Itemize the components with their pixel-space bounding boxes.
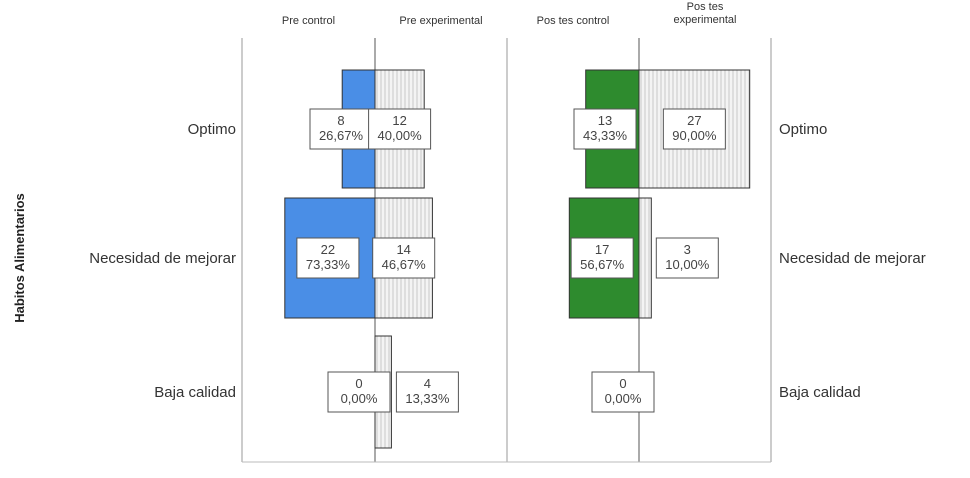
data-label-control-post-panel-left-2: 0 0,00% [327, 371, 391, 413]
data-label-post-panel-left-2-text: 0 0,00% [605, 376, 642, 406]
data-label-control-post-panel-left-1: 22 73,33% [296, 237, 360, 279]
category-label-left: Necesidad de mejorar [89, 250, 236, 267]
data-label-post-panel-left-0: 13 43,33% [573, 108, 637, 150]
header-control-post-panel-left: Pre control [282, 15, 335, 27]
data-label-control-post-panel-right-1: 14 46,67% [372, 237, 436, 279]
category-label-left: Optimo [188, 121, 236, 138]
data-label-control-post-panel-left-2-box [327, 371, 391, 413]
data-label-post-panel-left-0-box [573, 108, 637, 150]
data-label-control-post-panel-right-0: 12 40,00% [368, 108, 432, 150]
data-label-control-post-panel-left-1-text: 22 73,33% [306, 242, 351, 272]
data-label-post-panel-left-1: 17 56,67% [570, 237, 634, 279]
header-post-panel-right: Pos tes experimental [674, 1, 737, 26]
data-label-post-panel-left-2: 0 0,00% [591, 371, 655, 413]
category-label-left: Baja calidad [154, 384, 236, 401]
data-label-control-post-panel-right-0-text: 12 40,00% [378, 113, 423, 143]
y-axis-title: Habitos Alimentarios [12, 193, 27, 323]
header-post-panel-left: Pos tes control [537, 15, 610, 27]
category-label-right: Baja calidad [779, 384, 861, 401]
data-label-control-post-panel-right-2-box [395, 371, 459, 413]
bar-post-panel-right-1 [638, 197, 652, 319]
data-label-post-panel-left-1-box [570, 237, 634, 279]
header-control-post-panel-right: Pre experimental [399, 15, 482, 27]
data-label-control-post-panel-right-0-box [368, 108, 432, 150]
data-label-post-panel-right-1: 3 10,00% [655, 237, 719, 279]
data-label-post-panel-left-1-text: 17 56,67% [580, 242, 625, 272]
category-label-right: Optimo [779, 121, 827, 138]
data-label-control-post-panel-right-1-text: 14 46,67% [382, 242, 427, 272]
data-label-control-post-panel-right-2-text: 4 13,33% [405, 376, 450, 406]
data-label-control-post-panel-right-1-box [372, 237, 436, 279]
data-label-post-panel-left-0-text: 13 43,33% [583, 113, 628, 143]
data-label-control-post-panel-left-0-text: 8 26,67% [319, 113, 364, 143]
data-label-post-panel-right-0-text: 27 90,00% [672, 113, 717, 143]
data-label-post-panel-right-1-box [655, 237, 719, 279]
data-label-control-post-panel-left-2-text: 0 0,00% [341, 376, 378, 406]
category-label-right: Necesidad de mejorar [779, 250, 926, 267]
data-label-control-post-panel-left-0-box [309, 108, 373, 150]
data-label-post-panel-right-0-box [662, 108, 726, 150]
data-label-post-panel-left-2-box [591, 371, 655, 413]
data-label-control-post-panel-left-0: 8 26,67% [309, 108, 373, 150]
data-label-control-post-panel-left-1-box [296, 237, 360, 279]
data-label-post-panel-right-0: 27 90,00% [662, 108, 726, 150]
data-label-post-panel-right-1-text: 3 10,00% [665, 242, 710, 272]
data-label-control-post-panel-right-2: 4 13,33% [395, 371, 459, 413]
